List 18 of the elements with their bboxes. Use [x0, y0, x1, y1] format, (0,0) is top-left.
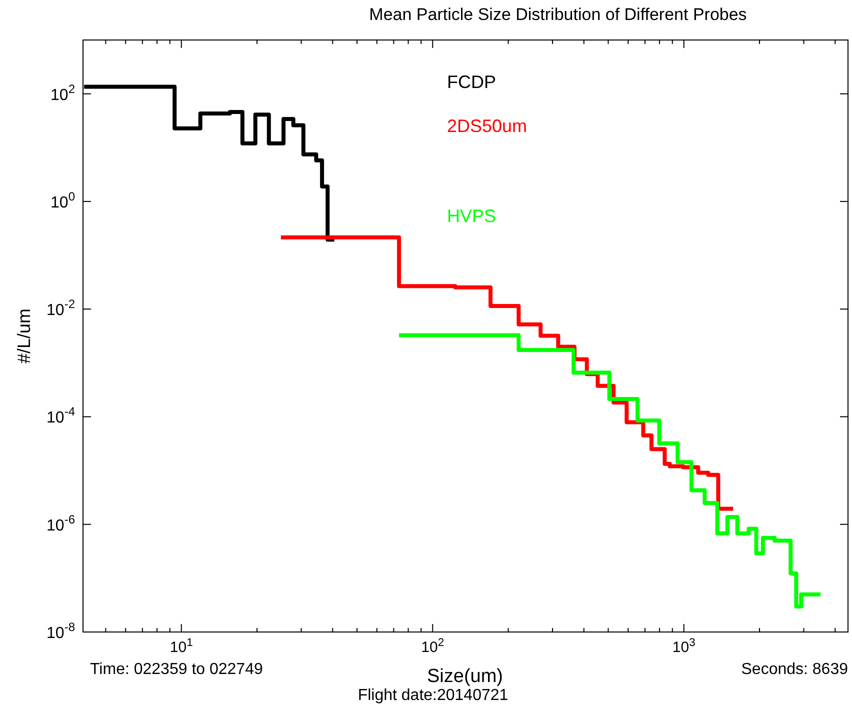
text: FCDP — [447, 72, 496, 92]
y-tick-label: 10$^{-6}$ — [46, 512, 76, 534]
x-tick-label: 10$^{2}$ — [421, 637, 444, 656]
x-axis-title: Size(um) — [426, 666, 504, 687]
y-tick-label: 10$^{0}$ — [50, 189, 76, 212]
y-axis-title: #/L/um — [14, 308, 34, 364]
y-tick-label: 10$^{-8}$ — [46, 620, 76, 642]
text: Time: 022359 to 022749 — [90, 661, 263, 678]
y-tick-label: 10$^{-2}$ — [46, 297, 76, 320]
text: Seconds: 8639 — [741, 661, 848, 678]
text: 2DS50um — [447, 116, 528, 136]
y-tick-label: 10$^{-4}$ — [46, 404, 76, 427]
x-tick-label: 10$^{3}$ — [672, 637, 696, 656]
chart-title: Mean Particle Size Distribution of Different Probes — [369, 5, 747, 24]
text: HVPS — [447, 206, 496, 226]
text: Flight date:20140721 — [358, 687, 508, 704]
x-tick-label: 10$^{1}$ — [170, 637, 193, 656]
y-tick-label: 10$^{2}$ — [50, 82, 76, 104]
